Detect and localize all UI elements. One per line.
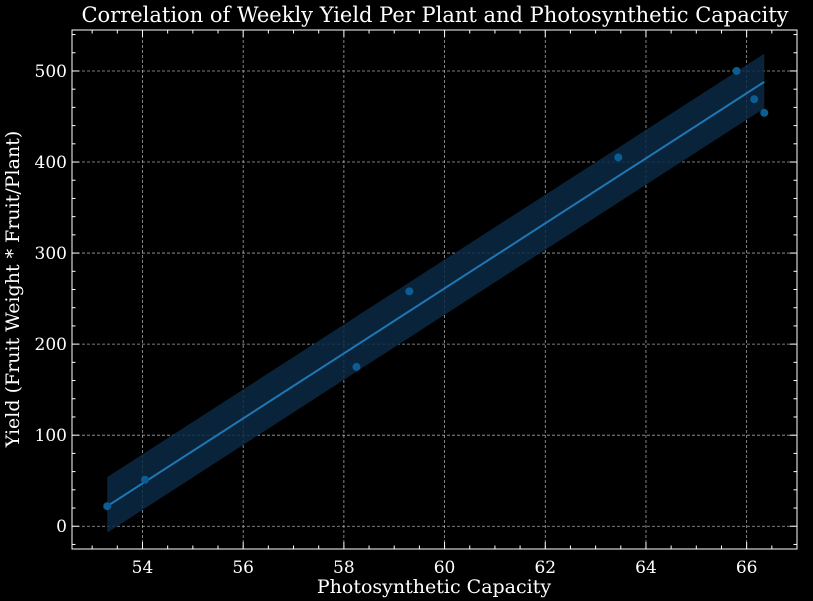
- y-tick-labels: 0 100 200 300 400 500: [35, 62, 67, 537]
- chart-title: Correlation of Weekly Yield Per Plant an…: [81, 3, 788, 27]
- x-tick-label: 62: [534, 558, 556, 578]
- data-point: [405, 287, 414, 296]
- regression-line: [106, 81, 765, 508]
- y-tick-label: 0: [56, 517, 67, 537]
- y-tick-label: 200: [35, 335, 67, 355]
- data-point: [103, 502, 112, 511]
- x-axis-label: Photosynthetic Capacity: [317, 576, 551, 598]
- data-points: [103, 66, 769, 511]
- y-tick-label: 100: [35, 426, 67, 446]
- data-point: [760, 108, 769, 117]
- x-tick-label: 64: [635, 558, 657, 578]
- data-point: [614, 153, 623, 162]
- x-tick-label: 56: [232, 558, 254, 578]
- axis-ticks: [72, 30, 797, 549]
- regression-line-layer: [106, 81, 765, 508]
- y-tick-label: 300: [35, 244, 67, 264]
- y-tick-label: 500: [35, 62, 67, 82]
- x-tick-label: 66: [736, 558, 758, 578]
- data-point: [732, 66, 741, 75]
- x-tick-label: 60: [434, 558, 456, 578]
- data-point: [750, 95, 759, 104]
- y-axis-label: Yield (Fruit Weight * Fruit/Plant): [2, 131, 24, 448]
- data-point: [141, 475, 150, 484]
- y-tick-label: 400: [35, 153, 67, 173]
- data-point: [352, 362, 361, 371]
- x-tick-label: 58: [333, 558, 355, 578]
- x-tick-labels: 54 56 58 60 62 64 66: [132, 558, 758, 578]
- x-tick-label: 54: [132, 558, 154, 578]
